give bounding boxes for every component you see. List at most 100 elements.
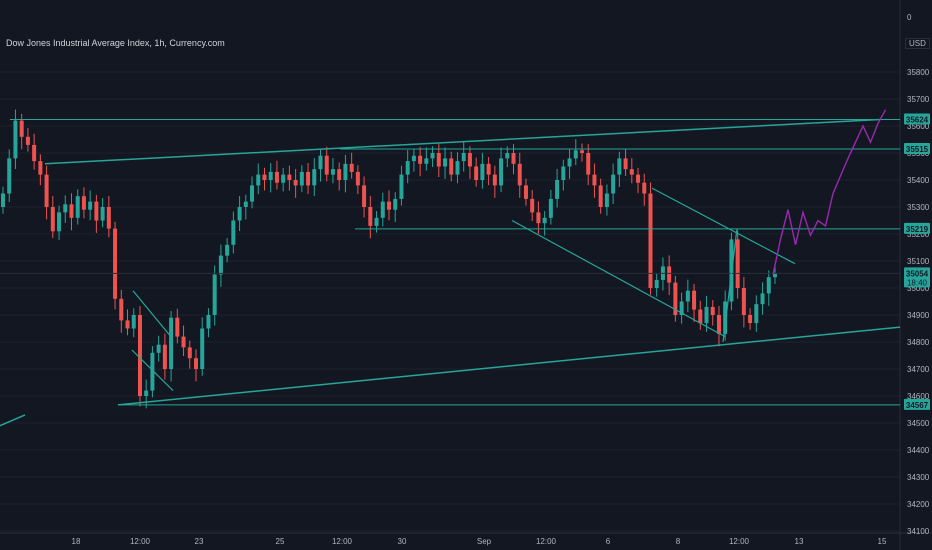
x-tick-label: 13 <box>795 537 804 546</box>
candle-body <box>231 220 236 245</box>
candle-body <box>760 293 765 305</box>
candle-body <box>561 166 566 180</box>
candle-body <box>716 315 721 334</box>
candle-body <box>567 158 572 167</box>
y-tick-label: 34600 <box>907 392 930 401</box>
candle-body <box>517 163 522 186</box>
candle-body <box>113 228 118 299</box>
currency-badge[interactable]: USD <box>905 38 930 49</box>
candle-body <box>766 277 771 294</box>
price-label-badge <box>904 222 930 234</box>
candle-body <box>530 198 535 213</box>
candle-body <box>212 274 217 315</box>
x-tick-label: 12:00 <box>536 537 557 546</box>
candle-body <box>287 174 292 180</box>
candle-body <box>667 266 672 283</box>
y-tick-label: 34200 <box>907 500 930 509</box>
candle-body <box>274 171 279 183</box>
candle-body <box>623 158 628 170</box>
candle-body <box>175 317 180 337</box>
candle-body <box>299 171 304 186</box>
y-tick-label: 35700 <box>907 95 930 104</box>
candle-body <box>293 180 298 186</box>
price-label-text: 35219 <box>906 225 929 234</box>
left-trendline <box>0 414 26 427</box>
candle-body <box>629 169 634 175</box>
candle-body <box>330 169 335 175</box>
x-tick-label: 8 <box>676 537 681 546</box>
candle-body <box>57 212 62 232</box>
y-tick-label: 34100 <box>907 527 930 536</box>
candle-body <box>405 161 410 175</box>
candle-body <box>418 155 423 164</box>
candle-body <box>393 198 398 210</box>
candle-body <box>25 136 30 145</box>
candle-body <box>312 169 317 186</box>
candle-body <box>741 288 746 315</box>
candle-body <box>1 193 5 207</box>
candle-body <box>399 174 404 199</box>
candle-body <box>50 207 55 232</box>
candle-body <box>200 328 205 369</box>
candle-body <box>555 180 560 199</box>
candle-body <box>573 150 578 159</box>
candle-body <box>75 196 80 218</box>
candle-body <box>187 347 192 359</box>
candle-body <box>698 309 703 324</box>
candle-body <box>13 120 18 159</box>
candle-body <box>355 171 360 186</box>
candle-body <box>7 158 12 194</box>
x-tick-label: 30 <box>398 537 407 546</box>
candle-body <box>648 193 653 288</box>
candle-body <box>88 201 93 210</box>
candle-body <box>262 174 267 180</box>
candle-body <box>144 390 149 396</box>
candle-body <box>374 217 379 226</box>
candle-body <box>32 144 37 162</box>
candle-body <box>611 174 616 194</box>
candle-body <box>194 358 198 369</box>
candle-body <box>636 174 641 183</box>
candle-body <box>474 166 479 180</box>
price-label-badge <box>904 142 930 154</box>
channel-lower-line <box>511 219 726 338</box>
candle-body <box>181 336 186 348</box>
candle-body <box>268 171 273 180</box>
candle-body <box>324 155 329 175</box>
candle-body <box>542 217 547 224</box>
y-tick-label: 35600 <box>907 122 930 131</box>
x-tick-label: Sep <box>477 537 492 546</box>
candle-body <box>654 279 659 288</box>
candle-body <box>337 169 342 180</box>
candle-body <box>685 290 690 302</box>
y-tick-label: 35200 <box>907 230 930 239</box>
candle-body <box>511 153 516 164</box>
candle-body <box>455 161 460 175</box>
swing-line <box>722 228 738 343</box>
candle-body <box>318 155 323 170</box>
x-tick-label: 15 <box>878 537 887 546</box>
price-label-badge <box>904 267 930 288</box>
candle-body <box>673 282 678 315</box>
candle-body <box>679 301 684 315</box>
candle-body <box>430 153 435 159</box>
candle-body <box>38 161 43 175</box>
flag-upper-line <box>132 290 173 339</box>
candle-body <box>156 344 161 353</box>
candle-body <box>492 174 497 186</box>
y-tick-label: 35100 <box>907 257 930 266</box>
candle-body <box>237 207 242 221</box>
price-label-text: 35624 <box>906 116 929 125</box>
candle-body <box>642 182 647 194</box>
candle-body <box>44 174 49 207</box>
candle-body <box>131 315 136 329</box>
projection-path <box>772 109 887 275</box>
candle-body <box>449 158 454 175</box>
candle-body <box>137 315 142 396</box>
candle-body <box>150 352 155 391</box>
candle-body <box>443 158 448 167</box>
candle-body <box>63 204 68 213</box>
candle-body <box>411 155 416 162</box>
candle-body <box>100 207 105 221</box>
